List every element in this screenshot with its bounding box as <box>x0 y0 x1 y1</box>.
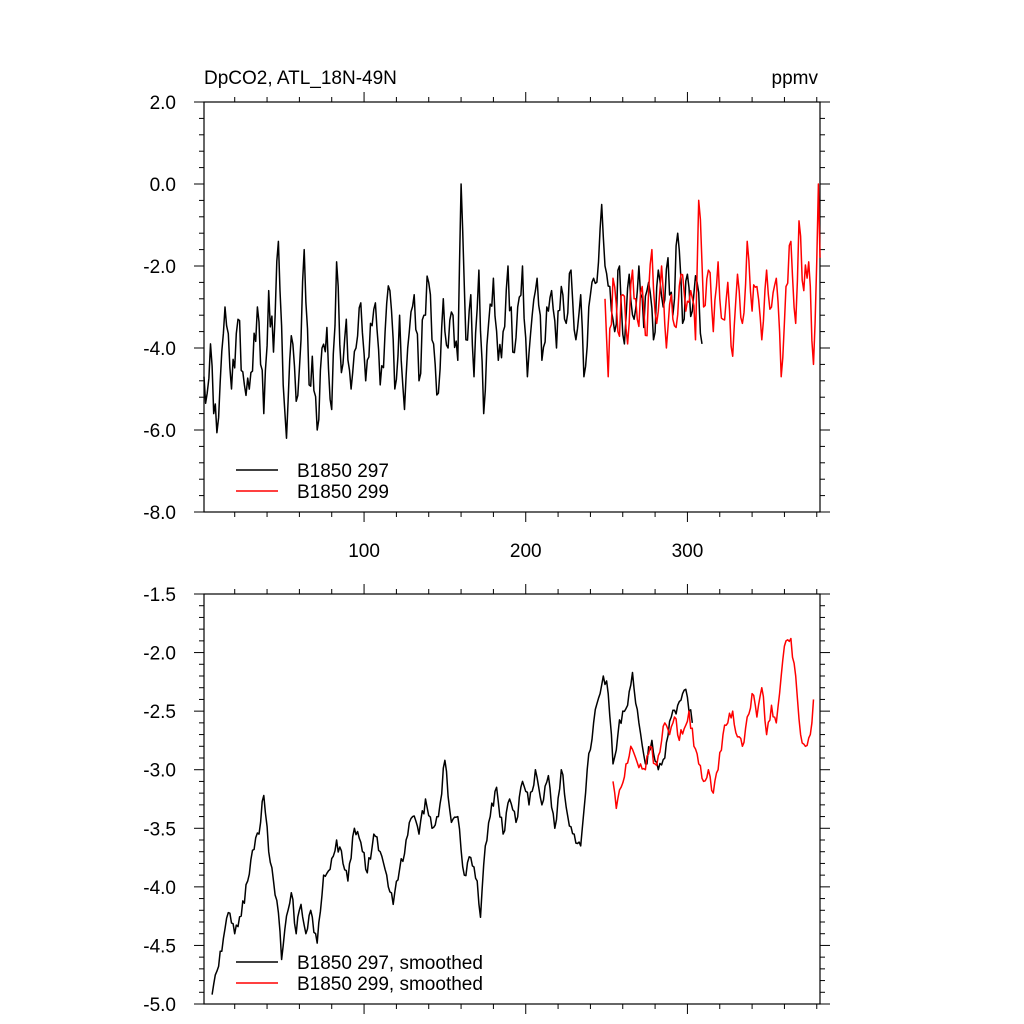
panel1-legend-label-2: B1850 299 <box>297 482 389 503</box>
panel1-series-line-1 <box>203 183 703 439</box>
panel2-y-tick-label: -3.5 <box>143 819 176 840</box>
panel1-title: DpCO2, ATL_18N-49N <box>204 68 397 89</box>
panel1-x-tick-label: 200 <box>510 541 542 562</box>
panel1-legend-label-1: B1850 297 <box>297 461 389 482</box>
panel1-y-tick-label: -2.0 <box>143 257 176 278</box>
panel2-plot-frame <box>203 593 821 1005</box>
panel1-y-tick-label: 0.0 <box>150 175 176 196</box>
panel2-y-tick-label: -2.0 <box>143 644 176 665</box>
panel1-x-tick-label: 100 <box>348 541 380 562</box>
panel1-x-tick-label: 300 <box>672 541 704 562</box>
panel1-plot-frame <box>203 101 821 513</box>
panel2-y-tick-label: -5.0 <box>143 995 176 1016</box>
panel1-y-tick-label: 2.0 <box>150 93 176 114</box>
panel1-y-tick-label: -8.0 <box>143 503 176 524</box>
panel2-legend-label-1: B1850 297, smoothed <box>297 953 483 974</box>
panel2-series-line-2 <box>612 637 815 810</box>
panel2-y-tick-label: -2.5 <box>143 702 176 723</box>
panel2-y-tick-label: -4.5 <box>143 936 176 957</box>
panel1-series-line-2 <box>604 183 821 378</box>
panel1-y-tick-label: -4.0 <box>143 339 176 360</box>
panel2-series-line-1 <box>211 671 694 995</box>
panel2-y-tick-label: -1.5 <box>143 585 176 606</box>
panel1-y-tick-label: -6.0 <box>143 421 176 442</box>
panel2-y-tick-label: -3.0 <box>143 761 176 782</box>
panel2-y-tick-label: -4.0 <box>143 878 176 899</box>
panel1-units: ppmv <box>772 68 819 89</box>
panel2-legend-label-2: B1850 299, smoothed <box>297 974 483 995</box>
